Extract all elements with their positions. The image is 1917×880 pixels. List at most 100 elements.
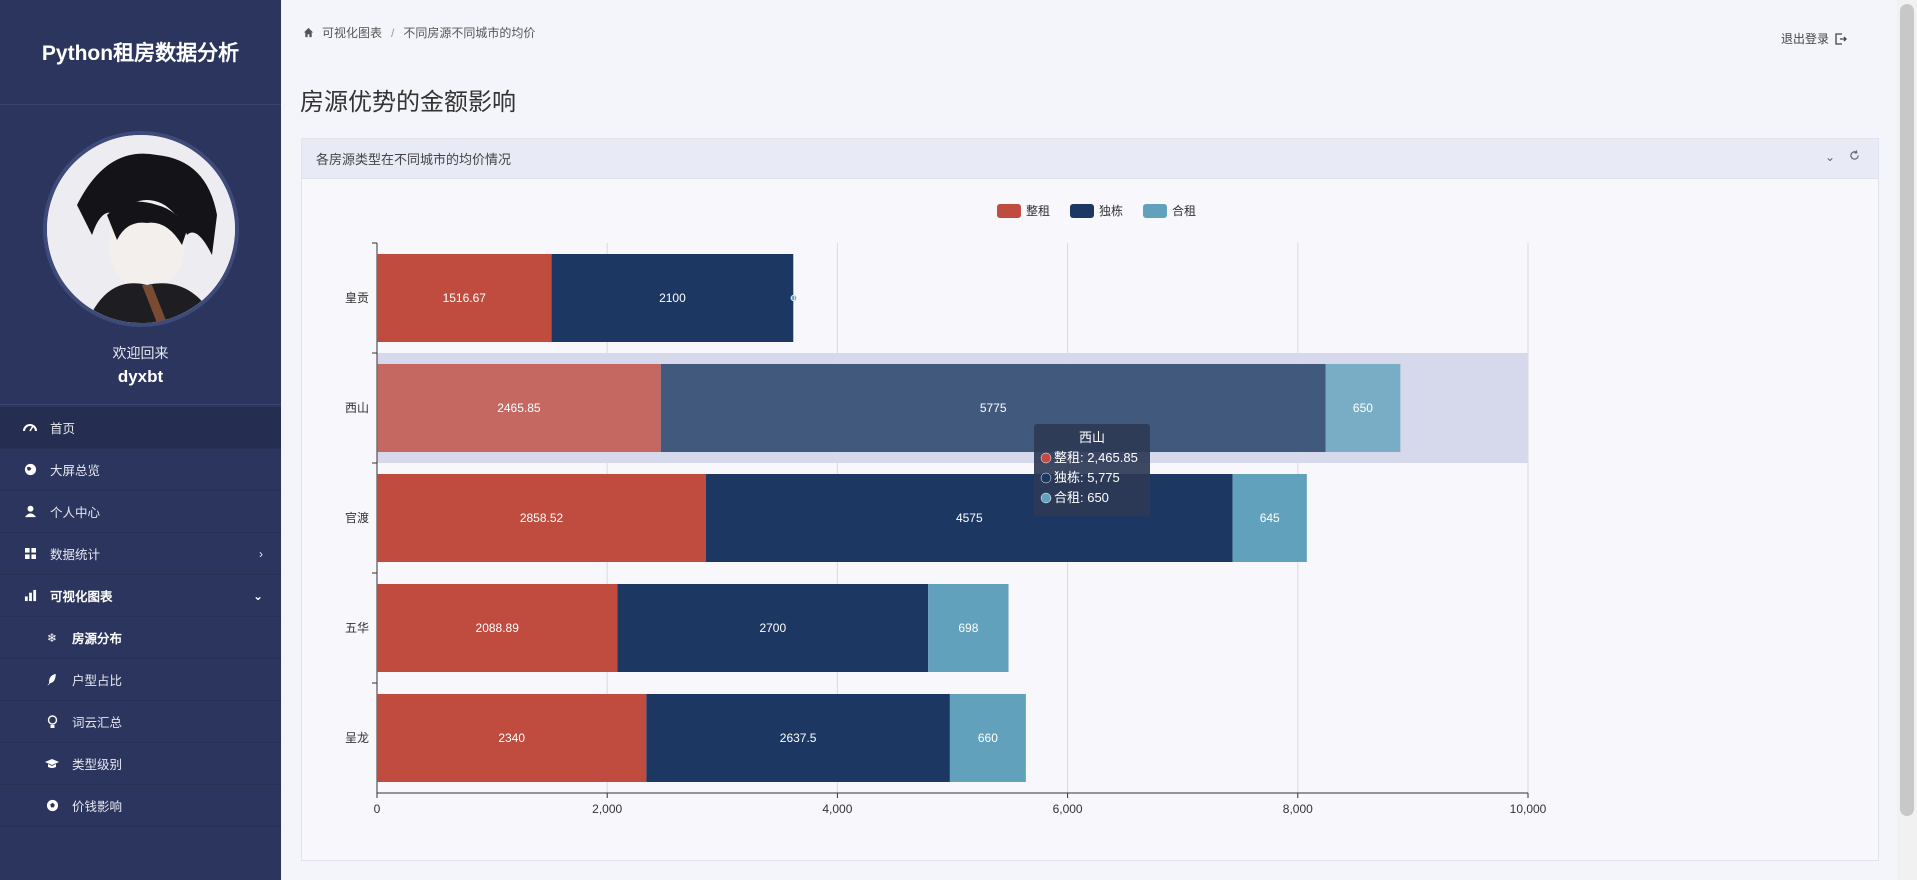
sidebar-item-label: 户型占比	[72, 674, 123, 688]
sidebar-item-wordcloud[interactable]: 词云汇总	[0, 701, 281, 743]
sidebar-item-distribution[interactable]: ❄ 房源分布	[0, 617, 281, 659]
chevron-right-icon: ›	[259, 546, 263, 561]
bar-value-label: 650	[1353, 401, 1373, 415]
bar-value-label: 2088.89	[476, 621, 520, 635]
zero-marker	[790, 295, 797, 301]
bar-segment	[377, 474, 707, 562]
y-tick-label: 官渡	[345, 510, 369, 525]
chart-card: 各房源类型在不同城市的均价情况 ⌄ 整租 独栋 合租 0 2,000 4,000 6,000…	[301, 138, 1879, 861]
sidebar-item-statistics[interactable]: 数据统计 ›	[0, 533, 281, 575]
tooltip-row: 整租: 2,465.85	[1054, 450, 1138, 465]
sidebar-item-label: 首页	[50, 422, 76, 436]
bar-value-label: 2637.5	[780, 731, 817, 745]
legend-swatch	[997, 204, 1021, 218]
avatar	[42, 131, 239, 327]
bar-segment	[1325, 364, 1401, 452]
bar-segment	[551, 254, 794, 342]
y-tick-label: 西山	[345, 401, 369, 415]
legend-label: 整租	[1026, 203, 1050, 218]
chevron-down-icon: ⌄	[252, 588, 263, 603]
legend-swatch	[1070, 204, 1094, 218]
sidebar-item-label: 大屏总览	[50, 464, 101, 478]
card-title: 各房源类型在不同城市的均价情况	[316, 152, 512, 167]
legend-label: 独栋	[1099, 203, 1123, 218]
sidebar-item-label: 可视化图表	[50, 590, 113, 604]
main-content: 可视化图表 / 不同房源不同城市的均价 退出登录 房源优势的金额影响 各房源类型…	[281, 0, 1897, 880]
bar-value-label: 0	[791, 294, 796, 303]
bar-value-label: 1516.67	[443, 291, 487, 305]
card-header: 各房源类型在不同城市的均价情况 ⌄	[302, 139, 1878, 179]
sidebar-item-price-impact[interactable]: 价钱影响	[0, 785, 281, 827]
sidebar-item-charts[interactable]: 可视化图表 ⌄	[0, 575, 281, 617]
bar-value-label: 4575	[956, 511, 983, 525]
sidebar-item-type-level[interactable]: 类型级别	[0, 743, 281, 785]
bar-chart-icon	[22, 588, 38, 604]
sidebar-item-overview[interactable]: 大屏总览	[0, 449, 281, 491]
bar-segment	[660, 364, 1326, 452]
sidebar-item-label: 数据统计	[50, 548, 101, 562]
bar-value-label: 2858.52	[520, 511, 564, 525]
sidebar: Python租房数据分析 欢迎回来 dyxbt 首页 大屏总览	[0, 0, 281, 880]
x-tick-label: 8,000	[1283, 802, 1313, 816]
bar-segment	[646, 694, 950, 782]
x-tick-label: 10,000	[1510, 802, 1547, 816]
app-title: Python租房数据分析	[0, 0, 281, 105]
bar-segment	[377, 694, 647, 782]
bar-value-label: 2465.85	[497, 401, 541, 415]
sidebar-item-profile[interactable]: 个人中心	[0, 491, 281, 533]
dashboard-icon	[22, 420, 38, 436]
legend-swatch	[1143, 204, 1167, 218]
collapse-icon[interactable]: ⌄	[1824, 150, 1835, 164]
card-tools: ⌄	[1825, 150, 1860, 164]
sidebar-item-home[interactable]: 首页	[0, 407, 281, 449]
tooltip-row: 合租: 650	[1054, 490, 1109, 505]
page-scrollbar[interactable]	[1897, 0, 1917, 880]
soccer-ball-icon	[44, 798, 60, 814]
y-tick-label: 五华	[345, 621, 369, 635]
bar-segment	[377, 254, 552, 342]
tooltip-marker	[1040, 472, 1052, 484]
tooltip-row: 独栋: 5,775	[1054, 470, 1120, 485]
bar-segment	[928, 584, 1009, 672]
breadcrumb-link[interactable]: 可视化图表	[322, 26, 383, 40]
bar-value-label: 2340	[498, 731, 525, 745]
home-icon[interactable]	[303, 27, 314, 38]
y-tick-label: 皇贡	[345, 291, 369, 305]
sidebar-item-label: 房源分布	[72, 632, 123, 646]
lightbulb-icon	[44, 714, 60, 730]
bar-chart: 整租 独栋 合租 0 2,000 4,000 6,000 8,000 10,000 皇贡 1516.…	[345, 203, 1547, 816]
refresh-icon[interactable]	[1849, 150, 1860, 164]
bar-segment	[377, 364, 661, 452]
logout-label: 退出登录	[1780, 32, 1829, 46]
x-tick-label: 2,000	[592, 802, 622, 816]
profile-panel: 欢迎回来 dyxbt	[0, 105, 281, 405]
x-tick-label: 4,000	[822, 802, 852, 816]
bar-value-label: 698	[958, 621, 978, 635]
globe-icon	[22, 462, 38, 478]
username: dyxbt	[117, 367, 164, 386]
logout-button[interactable]: 退出登录	[1781, 30, 1847, 47]
welcome-text: 欢迎回来	[112, 345, 169, 361]
graduation-cap-icon	[44, 756, 60, 772]
feather-icon	[44, 672, 60, 688]
tooltip-marker	[1040, 452, 1052, 464]
user-icon	[22, 504, 38, 520]
bar-segment	[377, 584, 618, 672]
sidebar-item-label: 价钱影响	[72, 800, 123, 814]
tooltip-marker	[1040, 492, 1052, 504]
scrollbar-thumb[interactable]	[1900, 4, 1914, 816]
sidebar-item-label: 词云汇总	[72, 716, 123, 730]
bar-value-label: 660	[978, 731, 998, 745]
snowflake-icon: ❄	[46, 630, 58, 645]
sidebar-item-label: 个人中心	[50, 506, 101, 520]
bar-value-label: 5775	[980, 401, 1007, 415]
sidebar-item-label: 类型级别	[72, 758, 123, 772]
bar-segment	[949, 694, 1026, 782]
bar-value-label: 645	[1260, 511, 1280, 525]
bar-segment	[617, 584, 929, 672]
grid-icon	[22, 546, 38, 562]
tooltip-title: 西山	[1079, 430, 1105, 445]
x-tick-label: 0	[374, 802, 381, 816]
sidebar-item-layout-ratio[interactable]: 户型占比	[0, 659, 281, 701]
logout-icon	[1835, 32, 1847, 45]
